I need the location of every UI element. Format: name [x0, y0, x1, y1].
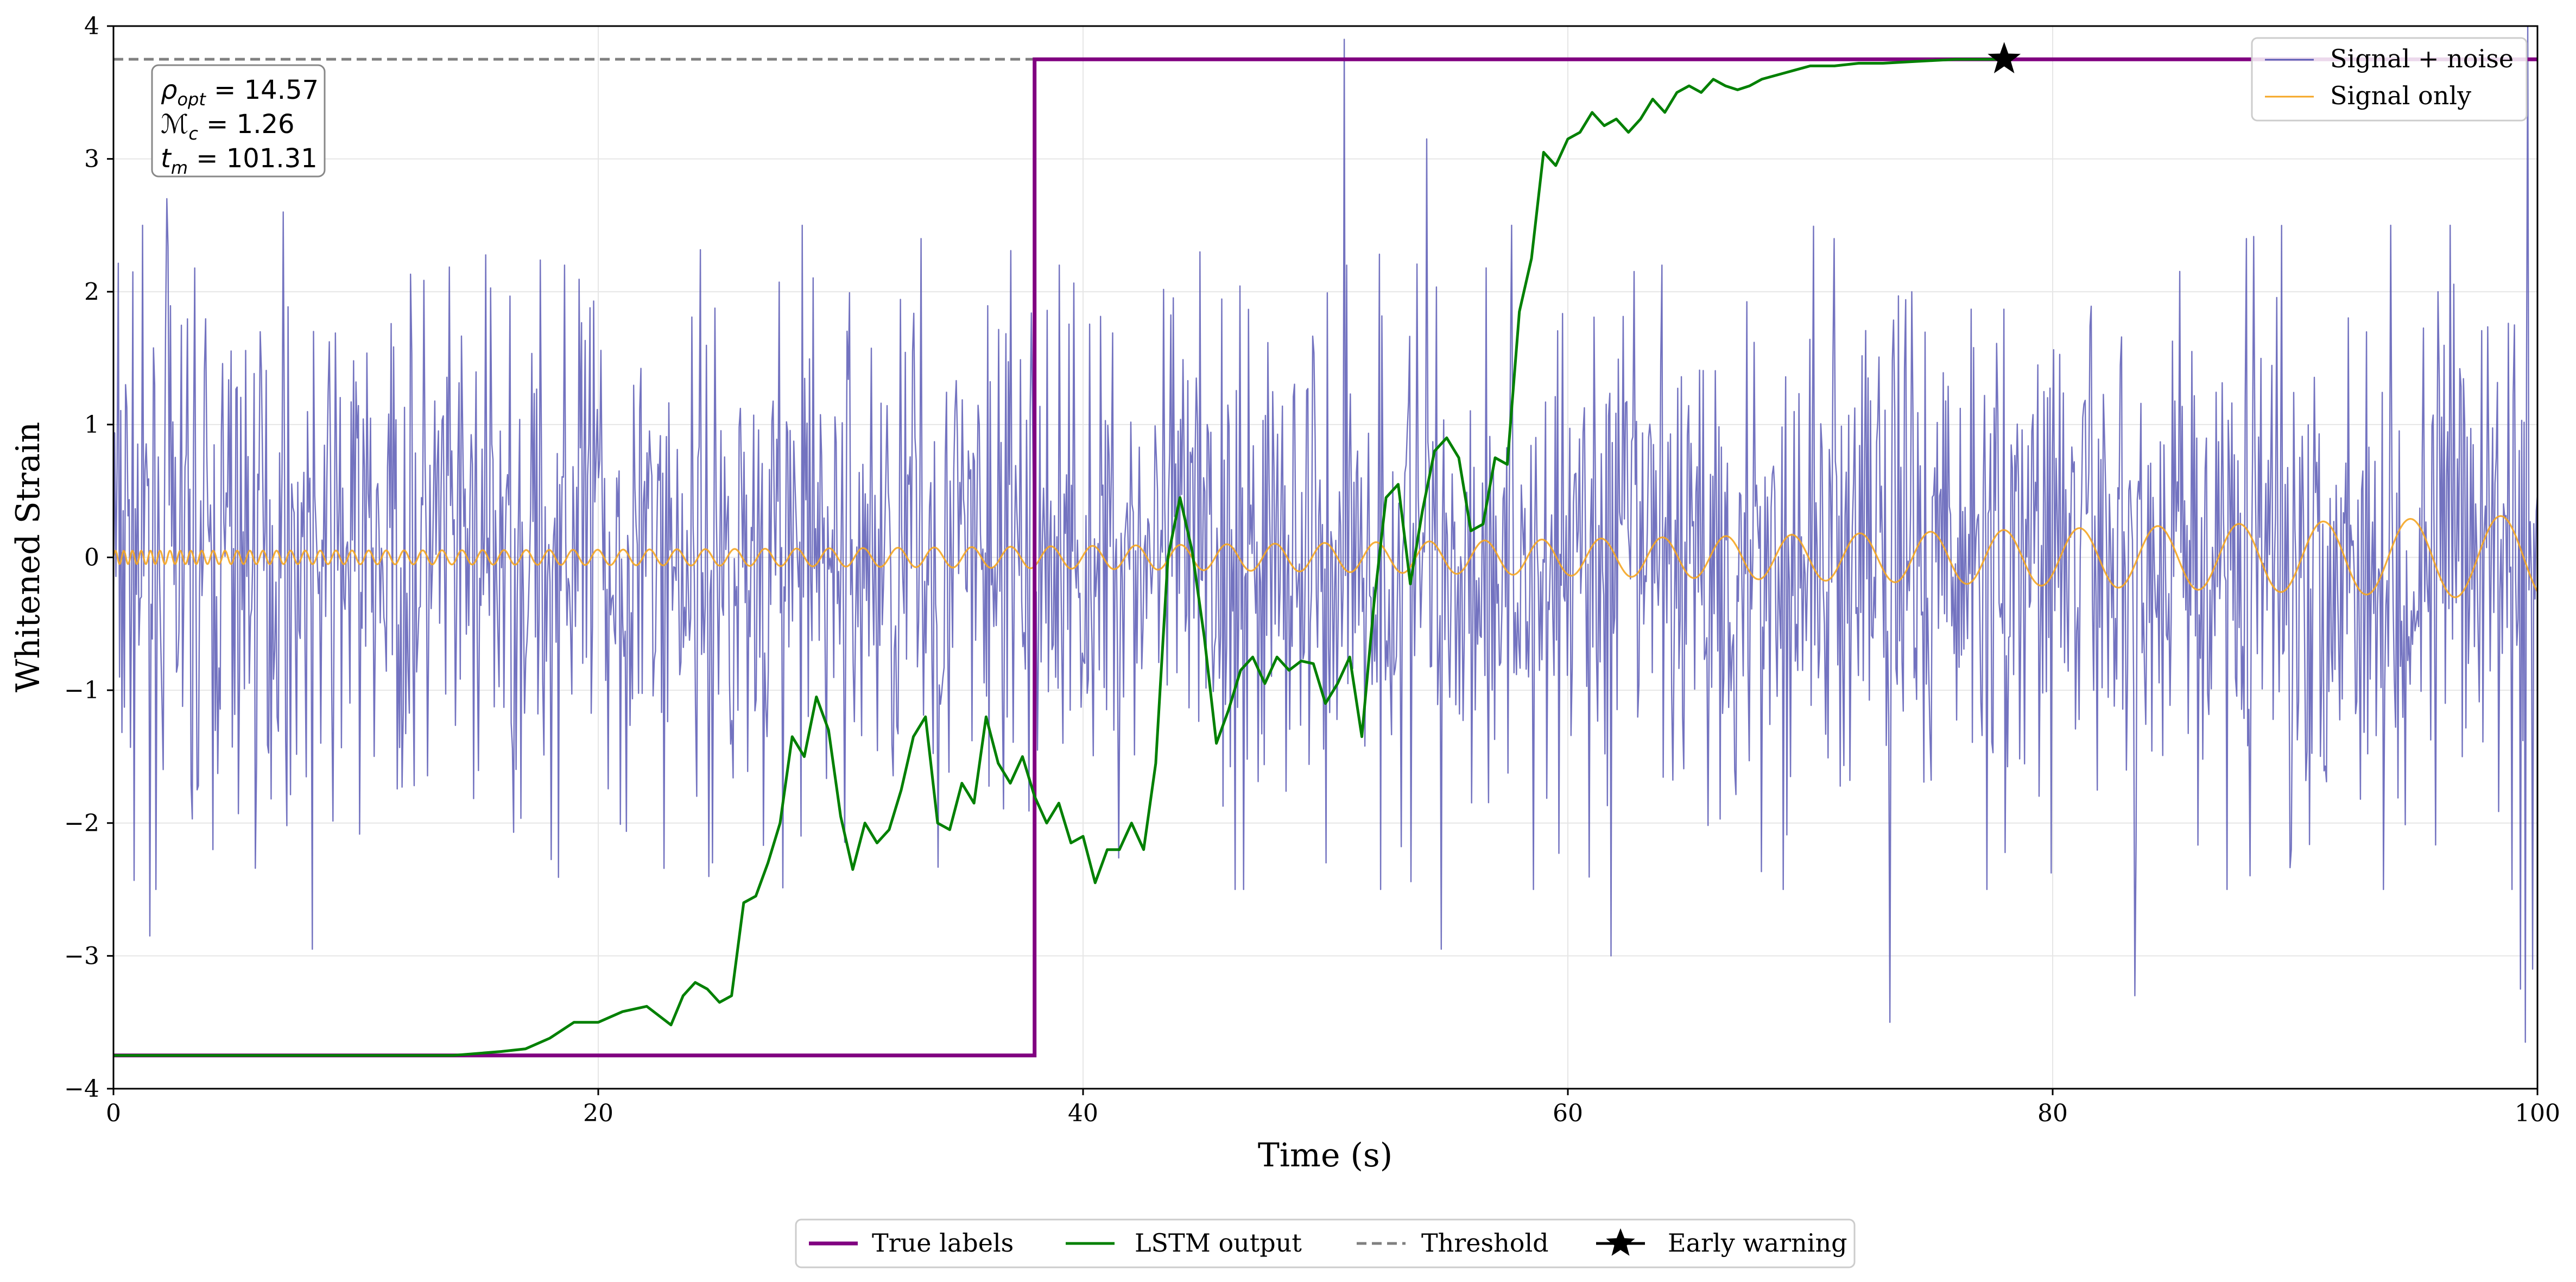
x-tick-label-4: 80	[2037, 1100, 2068, 1127]
y-tick-label-0: −4	[64, 1075, 99, 1103]
legend-true-labels-label: True labels	[872, 1228, 1014, 1258]
param-merger-time: tm = 101.31	[161, 143, 318, 178]
parameter-box: ρopt = 14.57 ℳc = 1.26 tm = 101.31	[151, 64, 326, 178]
x-tick-label-3: 60	[1553, 1100, 1583, 1127]
legend-lstm-output-label: LSTM output	[1135, 1228, 1302, 1258]
series-signal-only	[113, 515, 2537, 598]
legend-lower: True labels LSTM output Threshold Early …	[795, 1218, 1856, 1268]
y-tick-label-6: 2	[84, 278, 99, 306]
y-tick-label-8: 4	[84, 12, 99, 40]
legend-early-warning-label: Early warning	[1668, 1228, 1847, 1258]
series-layer	[113, 26, 2537, 1043]
legend-upper-frame	[2251, 37, 2528, 122]
param-rho: ρopt = 14.57	[161, 75, 319, 110]
threshold-layer	[113, 42, 2537, 1058]
x-tick-label-2: 40	[1068, 1100, 1098, 1127]
legend-upper: Signal + noise Signal only	[2251, 37, 2528, 122]
legend-early-warning-star	[1606, 1228, 1635, 1256]
legend-lower-frame	[795, 1218, 1856, 1268]
y-axis-title: Whitened Strain	[9, 422, 47, 692]
series-true-labels	[113, 57, 2537, 1058]
parameter-box-frame	[151, 64, 326, 178]
y-tick-label-4: 0	[84, 544, 99, 572]
y-tick-label-5: 1	[84, 411, 99, 439]
x-tick-label-5: 100	[2515, 1100, 2560, 1127]
param-chirp-mass: ℳc = 1.26	[161, 109, 295, 144]
x-axis-title: Time (s)	[1258, 1136, 1393, 1174]
y-tick-label-3: −1	[64, 677, 99, 704]
series-lstm-output	[113, 58, 2004, 1057]
ticks: 0 20 40 60 80 100 −4 −3 −2 −1 0 1 2 3 4	[64, 12, 2560, 1127]
early-warning-marker	[1988, 42, 2021, 73]
legend-signal-only-label: Signal only	[2330, 81, 2471, 110]
legend-signal-noise-label: Signal + noise	[2330, 44, 2514, 73]
y-tick-label-2: −2	[64, 810, 99, 837]
y-tick-label-1: −3	[64, 942, 99, 970]
x-tick-label-0: 0	[106, 1100, 121, 1127]
y-tick-label-7: 3	[84, 146, 99, 173]
series-signal-noise	[113, 26, 2537, 1043]
legend-threshold-label: Threshold	[1421, 1228, 1549, 1258]
x-tick-label-1: 20	[583, 1100, 613, 1127]
